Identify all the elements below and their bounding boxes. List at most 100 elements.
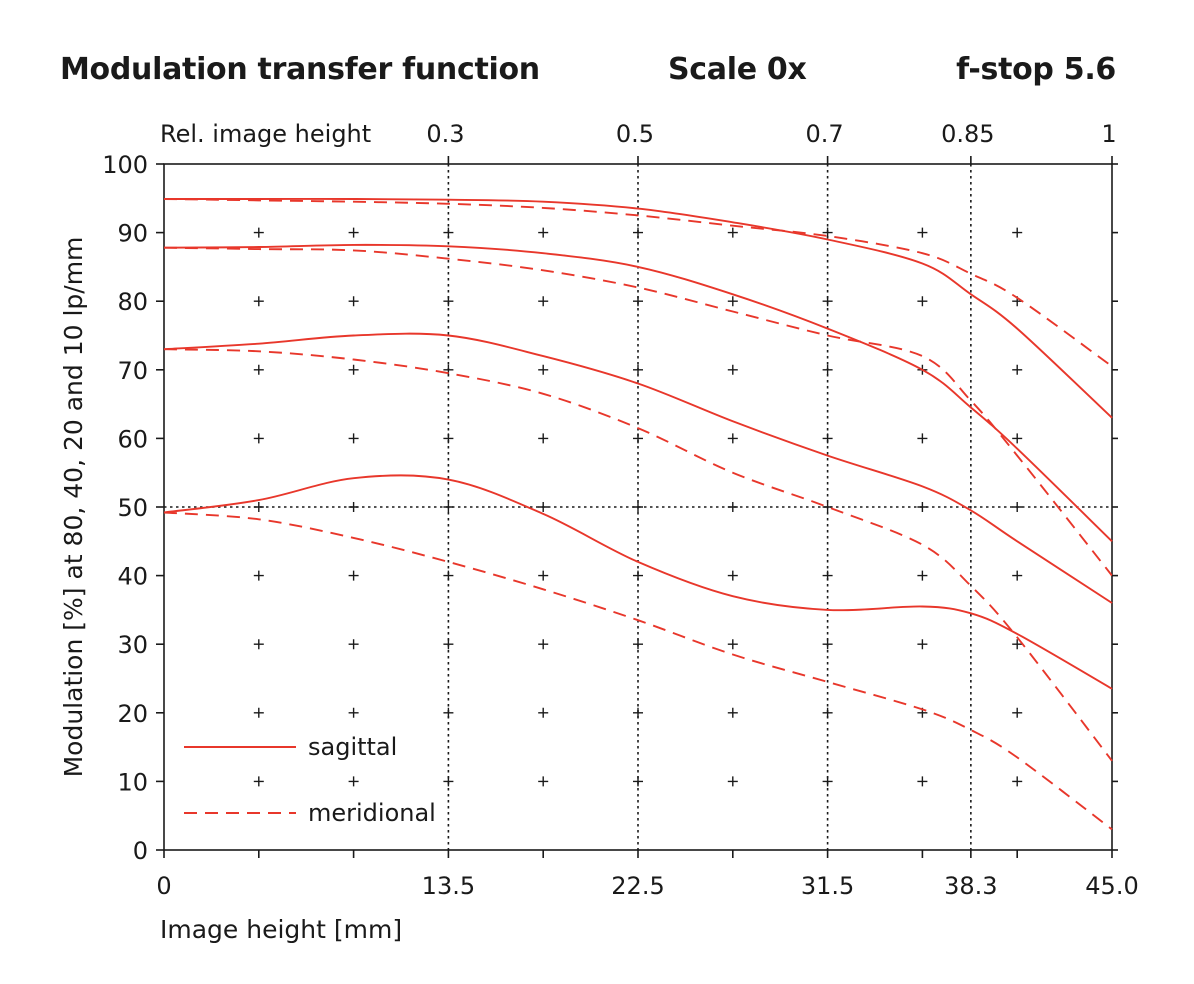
- y-tick-label: 80: [117, 288, 148, 316]
- grid-plus-mark: [822, 433, 833, 444]
- grid-plus-mark: [727, 227, 738, 238]
- grid-plus-mark: [917, 570, 928, 581]
- grid-plus-mark: [348, 296, 359, 307]
- top-tick-label: 0.5: [616, 120, 654, 148]
- top-tick-label: 0.85: [941, 120, 994, 148]
- grid-plus-mark: [822, 707, 833, 718]
- top-tick-label: 0.3: [426, 120, 464, 148]
- grid-plus-mark: [538, 364, 549, 375]
- y-tick-label: 30: [117, 631, 148, 659]
- grid-plus-mark: [538, 433, 549, 444]
- grid-plus-mark: [253, 707, 264, 718]
- grid-plus-mark: [917, 433, 928, 444]
- grid-plus-mark: [727, 570, 738, 581]
- grid-plus-mark: [1012, 364, 1023, 375]
- grid-plus-mark: [822, 364, 833, 375]
- grid-plus-mark: [538, 296, 549, 307]
- y-tick-label: 100: [102, 151, 148, 179]
- grid-plus-mark: [917, 639, 928, 650]
- series-line-meridional: [163, 348, 1113, 762]
- grid-plus-mark: [443, 707, 454, 718]
- legend-label-sagittal: sagittal: [308, 733, 397, 761]
- grid-plus-mark: [633, 364, 643, 375]
- grid-plus-mark: [727, 707, 738, 718]
- grid-plus-mark: [727, 433, 738, 444]
- series-line-sagittal: [163, 474, 1113, 690]
- grid-plus-mark: [443, 433, 454, 444]
- x-tick-label: 22.5: [611, 872, 664, 900]
- series-line-sagittal: [163, 332, 1113, 604]
- y-tick-label: 40: [117, 563, 148, 591]
- axis-ticks: [156, 156, 1118, 858]
- series-line-meridional: [163, 198, 1113, 368]
- grid-plus-mark: [538, 502, 549, 512]
- grid-plus-mark: [538, 570, 549, 581]
- x-tick-label: 13.5: [422, 872, 475, 900]
- grid-plus-mark: [917, 227, 928, 238]
- grid-plus-mark: [917, 296, 928, 307]
- y-axis-label: Modulation [%] at 80, 40, 20 and 10 lp/m…: [59, 237, 88, 778]
- grid-plus-mark: [633, 707, 643, 718]
- grid-plus-mark: [1012, 707, 1023, 718]
- grid-plus-mark: [253, 776, 264, 787]
- grid-plus-mark: [822, 502, 833, 512]
- grid-plus-mark: [822, 227, 833, 238]
- x-tick-label: 45.0: [1085, 872, 1138, 900]
- grid-plus-mark: [538, 227, 549, 238]
- grid-plus-mark: [348, 570, 359, 581]
- grid-plus-mark: [443, 776, 454, 787]
- grid-plus-mark: [633, 570, 643, 581]
- grid-plus-mark: [348, 776, 359, 787]
- x-tick-label: 38.3: [944, 872, 997, 900]
- top-tick-label: 1: [1101, 120, 1116, 148]
- y-tick-label: 50: [117, 494, 148, 522]
- series-line-sagittal: [163, 243, 1113, 542]
- grid-plus-mark: [822, 776, 833, 787]
- grid-plus-mark: [822, 639, 833, 650]
- x-tick-label: 0: [156, 872, 171, 900]
- grid-plus-mark: [253, 639, 264, 650]
- series-line-meridional: [163, 246, 1113, 577]
- series-lines: [163, 198, 1113, 831]
- legend: sagittal meridional: [184, 733, 436, 827]
- grid-plus-mark: [538, 707, 549, 718]
- grid-plus-mark: [1012, 570, 1023, 581]
- y-tick-label: 90: [117, 220, 148, 248]
- top-tick-label: 0.7: [806, 120, 844, 148]
- grid-plus-mark: [1012, 502, 1023, 512]
- grid-plus-mark: [253, 296, 264, 307]
- grid-plus-mark: [1012, 227, 1023, 238]
- scale-label: Scale 0x: [668, 52, 807, 87]
- grid-plus-mark: [633, 776, 643, 787]
- grid-plus-mark: [1012, 776, 1023, 787]
- grid-plus-mark: [348, 364, 359, 375]
- grid-plus-mark: [443, 502, 454, 512]
- chart-title: Modulation transfer function: [60, 52, 540, 87]
- grid-plus-mark: [727, 364, 738, 375]
- grid-plus-mark: [348, 639, 359, 650]
- legend-label-meridional: meridional: [308, 799, 436, 827]
- y-tick-label: 60: [117, 425, 148, 453]
- grid-plus-mark: [633, 502, 643, 512]
- grid-plus-mark: [348, 227, 359, 238]
- grid-plus-mark: [538, 639, 549, 650]
- grid-plus-mark: [253, 570, 264, 581]
- grid-plus-mark: [1012, 433, 1023, 444]
- grid-plus-mark: [633, 227, 643, 238]
- x-axis-label: Image height [mm]: [160, 915, 402, 944]
- fstop-label: f-stop 5.6: [956, 52, 1116, 87]
- axis-labels: 0 10 20 30 40 50 60 70 80 90 100 0 13.5 22.5 31.5 38.3 4…: [59, 120, 1139, 944]
- top-axis-label: Rel. image height: [160, 120, 371, 148]
- grid-plus-mark: [727, 639, 738, 650]
- grid-plus-mark: [633, 296, 643, 307]
- grid-plus-mark: [917, 776, 928, 787]
- y-tick-label: 20: [117, 700, 148, 728]
- grid-plus-mark: [822, 570, 833, 581]
- grid-plus-mark: [1012, 639, 1023, 650]
- grid-plus-mark: [348, 502, 359, 512]
- grid-plus-mark: [443, 227, 454, 238]
- grid-plus-mark: [253, 364, 264, 375]
- grid-plus-mark: [253, 433, 264, 444]
- series-line-sagittal: [164, 198, 1113, 419]
